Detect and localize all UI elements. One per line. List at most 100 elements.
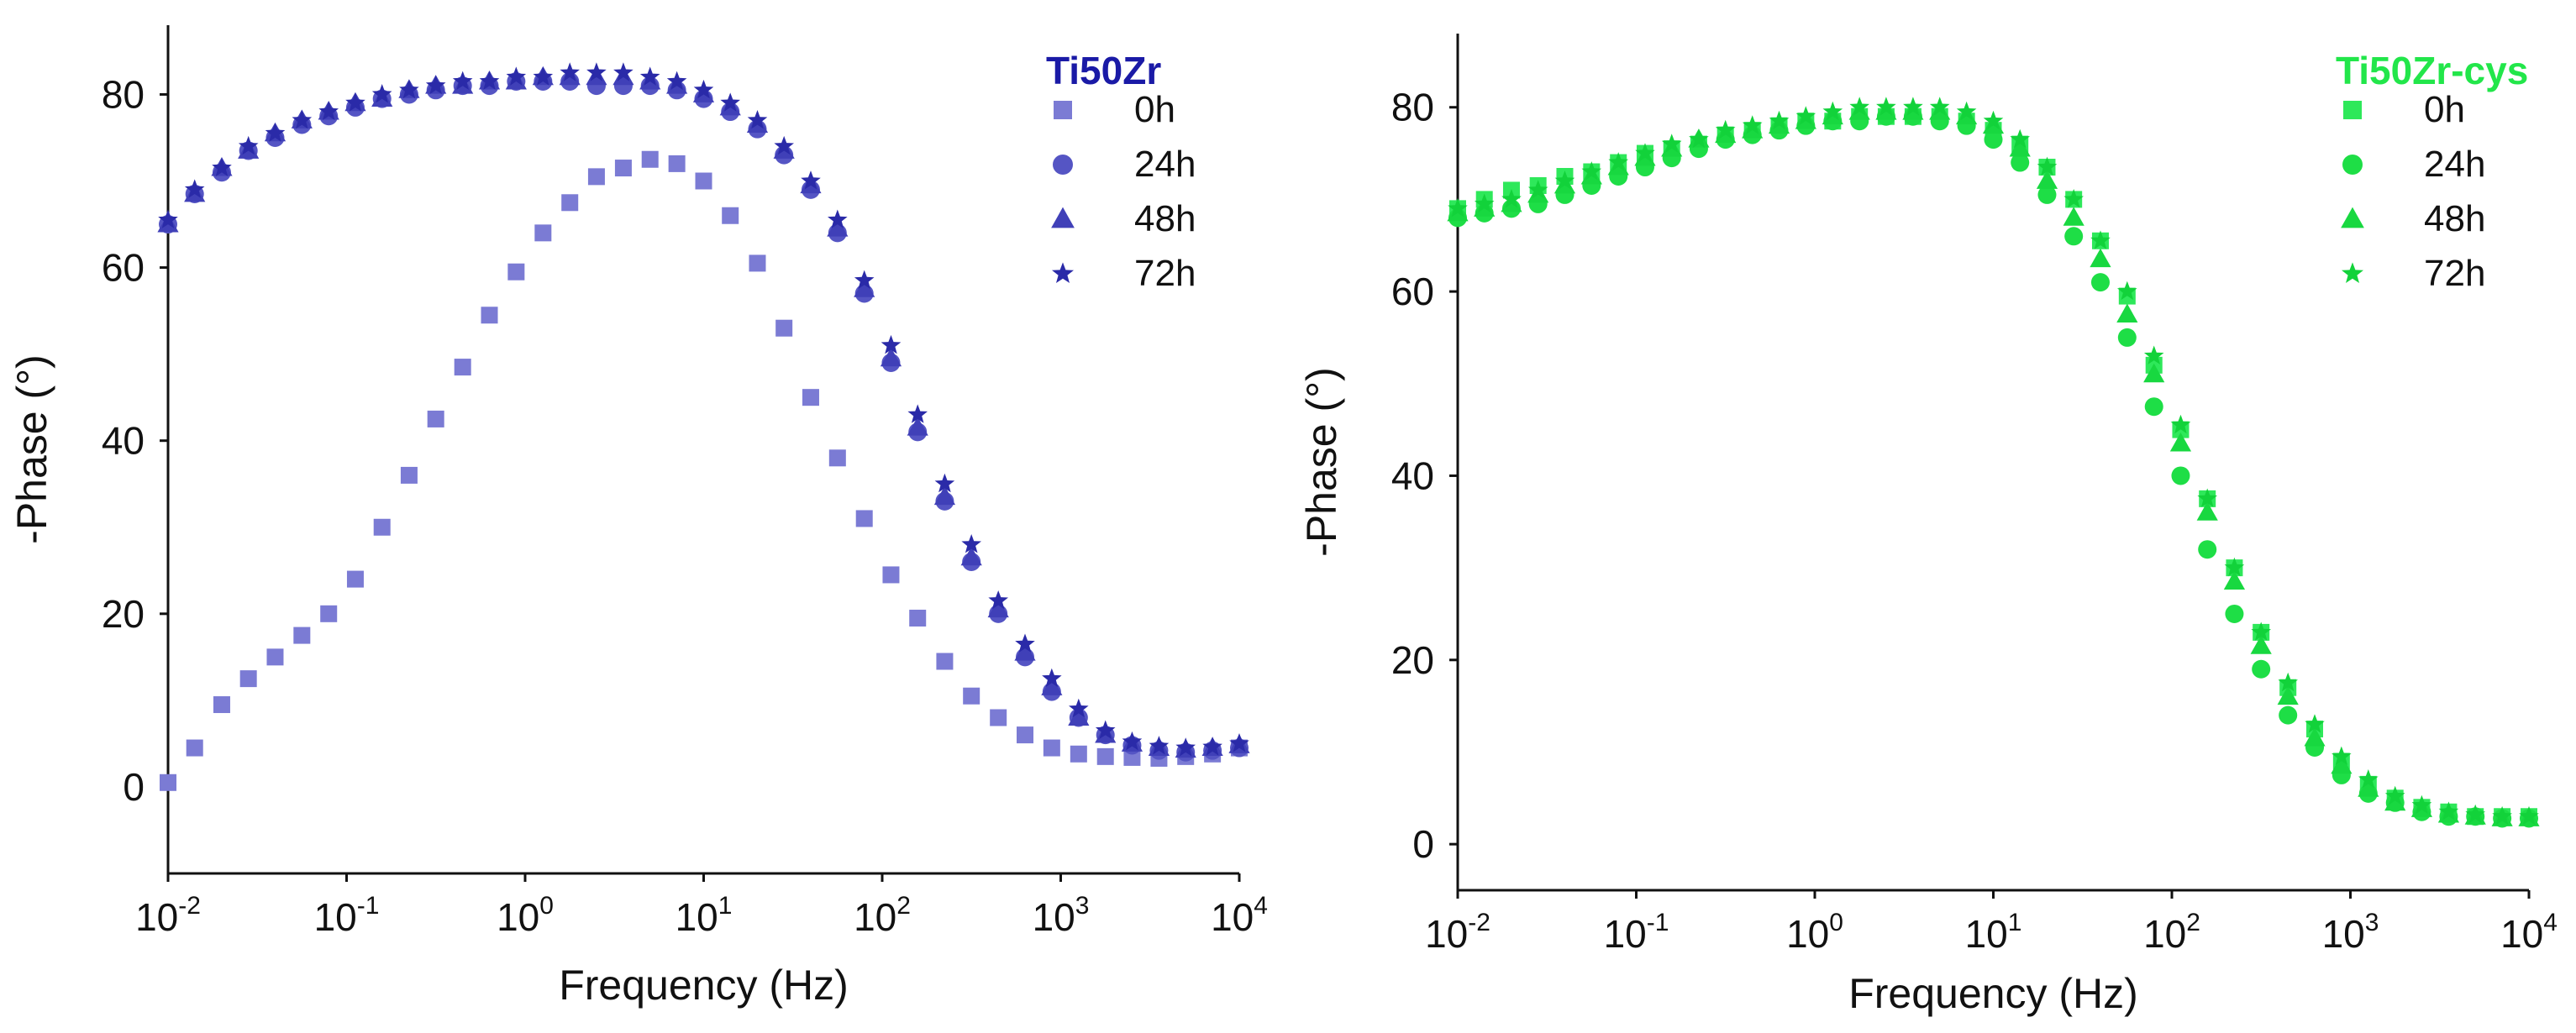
data-point — [2358, 769, 2379, 789]
data-point — [1527, 180, 1548, 199]
data-point — [828, 449, 846, 467]
data-point — [2010, 128, 2030, 149]
data-point — [693, 79, 714, 99]
data-point — [2358, 778, 2379, 797]
data-point — [641, 150, 659, 168]
x-axis-title: Frequency (Hz) — [1848, 970, 2138, 1017]
data-point — [1661, 134, 1682, 153]
legend-marker-circle — [1053, 155, 1073, 175]
data-point — [2117, 328, 2137, 347]
data-point — [961, 534, 981, 553]
data-point — [2331, 754, 2353, 774]
x-tick-label: 100 — [1786, 909, 1843, 956]
data-point — [1122, 731, 1143, 751]
data-point — [1070, 745, 1087, 763]
data-point — [158, 209, 178, 228]
legend-marker-triangle — [2341, 207, 2364, 228]
left-chart-panel: 0 20 40 60 80 10-2 10-1 100 101 102 103 104 Frequenc… — [8, 25, 1268, 1009]
data-point — [2225, 604, 2244, 623]
data-point — [1229, 733, 1249, 752]
data-point — [907, 417, 928, 436]
data-point — [1014, 642, 1036, 661]
x-tick-label: 10-2 — [1425, 909, 1490, 956]
data-point — [1983, 110, 2004, 130]
data-point — [2197, 488, 2217, 507]
data-point — [2252, 659, 2271, 679]
legend-marker-star — [1052, 262, 1074, 283]
data-point — [2037, 156, 2058, 176]
data-point — [266, 648, 284, 666]
data-point — [749, 254, 766, 272]
data-point — [2171, 466, 2190, 485]
data-point — [1929, 97, 1950, 116]
data-point — [2064, 227, 2084, 246]
x-tick-label: 10-2 — [135, 892, 201, 939]
x-tick-label: 102 — [2143, 909, 2200, 956]
data-point — [960, 546, 982, 566]
data-point — [479, 71, 500, 90]
data-point — [2277, 685, 2299, 705]
data-point — [2384, 785, 2405, 805]
data-point — [292, 110, 313, 129]
data-point — [802, 389, 819, 406]
legend-label: 72h — [1134, 253, 1196, 294]
data-point — [186, 739, 203, 757]
legend-marker-star — [2342, 262, 2363, 283]
data-point — [827, 218, 849, 237]
data-point — [1095, 720, 1116, 739]
data-point — [1175, 737, 1196, 757]
data-point — [695, 172, 712, 190]
data-point — [160, 773, 176, 791]
x-tick-label: 10-1 — [1604, 909, 1669, 956]
data-point — [481, 307, 498, 324]
data-point — [2116, 303, 2138, 322]
y-tick-label: 80 — [102, 72, 145, 116]
data-point — [373, 518, 391, 536]
data-point — [1822, 101, 1843, 121]
data-point — [427, 410, 444, 427]
legend-label: 72h — [2424, 253, 2485, 294]
series-48h — [157, 66, 1250, 758]
data-point — [909, 609, 927, 627]
data-point — [1715, 119, 1736, 139]
data-point — [239, 670, 257, 688]
data-point — [1015, 633, 1035, 653]
x-tick-label: 102 — [854, 892, 911, 939]
legend-label: 0h — [2424, 89, 2465, 130]
data-point — [2332, 746, 2352, 765]
data-point — [774, 135, 794, 155]
data-point — [346, 570, 364, 588]
data-point — [293, 627, 311, 644]
data-point — [1635, 143, 1655, 162]
data-point — [213, 696, 230, 714]
data-point — [613, 62, 633, 81]
data-point — [265, 123, 286, 142]
data-point — [907, 404, 928, 423]
data-point — [963, 687, 980, 705]
data-point — [1876, 97, 1896, 116]
data-point — [747, 110, 768, 129]
legend-title: Ti50Zr-cys — [2336, 49, 2528, 92]
data-point — [639, 66, 660, 86]
data-point — [1041, 676, 1063, 695]
y-axis-title: -Phase (°) — [1298, 367, 1345, 557]
data-point — [2090, 248, 2111, 268]
data-point — [560, 62, 580, 81]
data-point — [1069, 698, 1089, 718]
data-point — [506, 66, 527, 86]
data-point — [371, 84, 392, 103]
data-point — [1581, 161, 1602, 181]
data-point — [1689, 128, 1709, 149]
data-point — [318, 101, 339, 121]
data-point — [988, 590, 1008, 610]
data-point — [586, 62, 607, 81]
data-point — [399, 79, 419, 99]
data-point — [854, 278, 875, 297]
data-point — [2196, 501, 2218, 521]
y-axis-title: -Phase (°) — [8, 354, 55, 544]
data-point — [2090, 273, 2110, 292]
legend-label: 24h — [2424, 144, 2485, 185]
